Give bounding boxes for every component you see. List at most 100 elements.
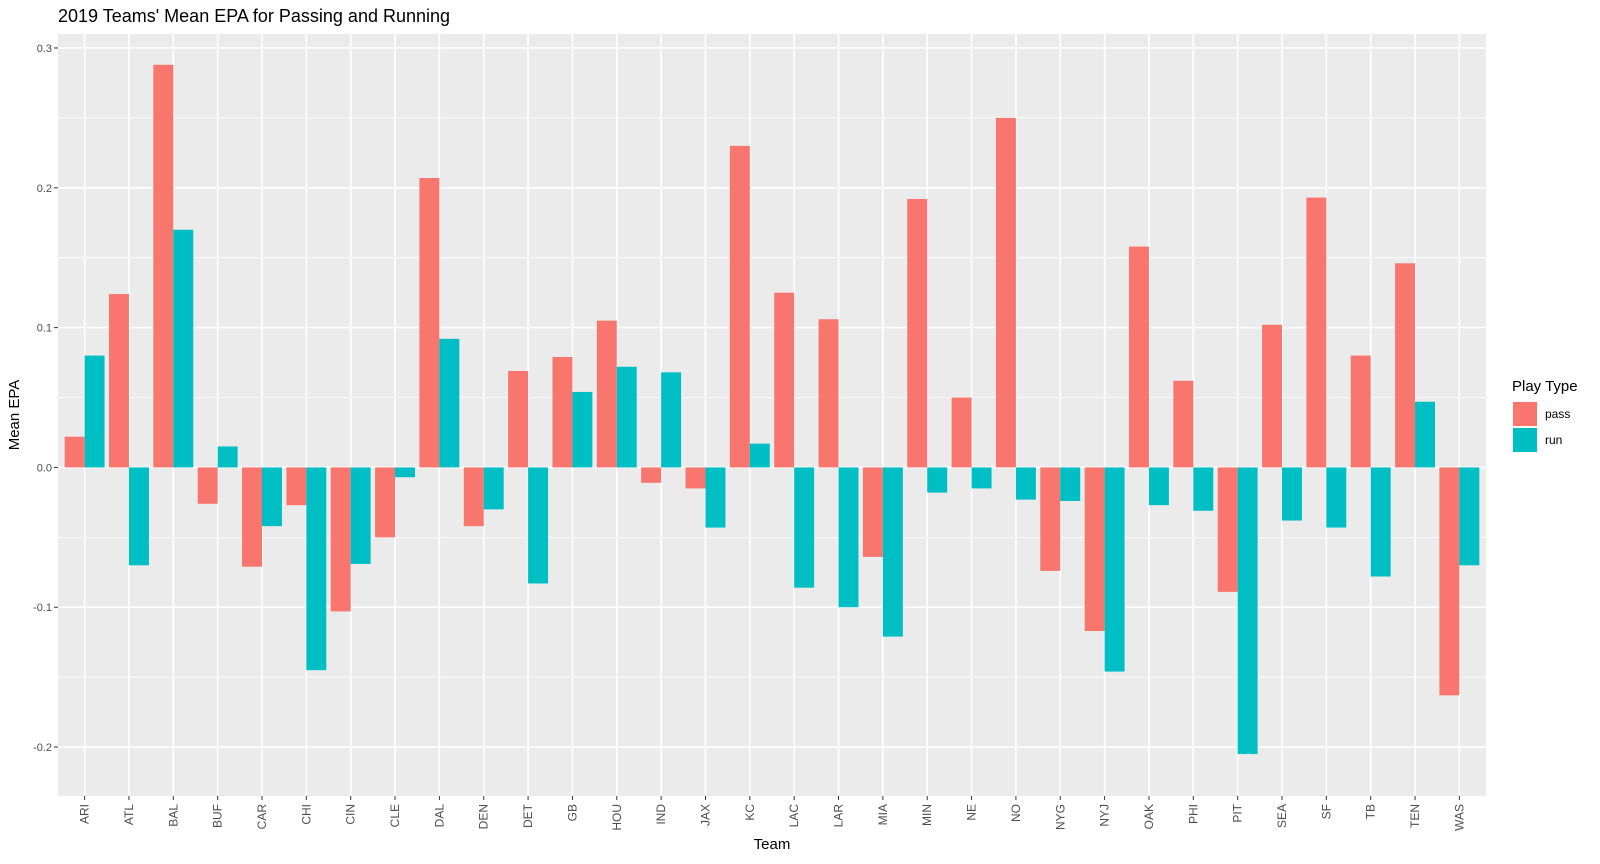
- x-tick-label: NO: [1009, 804, 1023, 822]
- x-tick-label: CLE: [388, 804, 402, 827]
- bar-run-buf: [217, 446, 238, 468]
- bar-pass-cin: [330, 467, 351, 612]
- bar-pass-jax: [685, 467, 706, 489]
- x-tick-label: LAR: [832, 804, 846, 828]
- x-tick-label: BUF: [211, 804, 225, 828]
- x-tick-label: SEA: [1275, 804, 1289, 828]
- x-tick-label: NE: [965, 804, 979, 821]
- x-tick-label: MIA: [876, 804, 890, 825]
- bar-run-was: [1459, 467, 1480, 566]
- bar-run-cle: [395, 467, 415, 478]
- bar-run-lac: [794, 467, 815, 588]
- bar-run-den: [483, 467, 504, 510]
- bar-run-dal: [439, 338, 460, 468]
- x-tick-label: NYJ: [1098, 804, 1112, 827]
- bar-pass-sea: [1262, 324, 1282, 468]
- bar-run-ind: [661, 372, 682, 468]
- bar-pass-was: [1439, 467, 1460, 696]
- bar-run-ari: [84, 355, 105, 468]
- bar-run-phi: [1193, 467, 1214, 511]
- bar-pass-atl: [109, 294, 129, 468]
- x-tick-label: CIN: [344, 804, 358, 825]
- bar-pass-no: [995, 117, 1016, 468]
- chart-title: 2019 Teams' Mean EPA for Passing and Run…: [58, 6, 450, 26]
- bar-run-atl: [128, 467, 149, 566]
- bars-group: [64, 64, 1480, 755]
- x-tick-label: TB: [1364, 804, 1378, 819]
- x-tick-label: IND: [654, 804, 668, 825]
- y-axis: -0.2 -0.1 0.0 0.1 0.2 0.3: [33, 43, 58, 754]
- bar-pass-kc: [729, 145, 750, 468]
- bar-pass-lar: [818, 319, 839, 468]
- bar-run-hou: [616, 366, 637, 468]
- x-tick-label: GB: [565, 804, 579, 821]
- bar-pass-ari: [64, 436, 85, 468]
- legend-label-run: run: [1545, 433, 1562, 447]
- bar-run-bal: [173, 229, 194, 468]
- bar-run-jax: [705, 467, 726, 528]
- bar-pass-min: [907, 198, 928, 468]
- bar-pass-car: [242, 467, 262, 567]
- x-tick-label: DAL: [432, 804, 446, 828]
- bar-run-ten: [1415, 401, 1435, 468]
- y-tick-label: 0.1: [37, 323, 52, 335]
- bar-pass-dal: [419, 178, 440, 468]
- bar-run-min: [927, 467, 948, 493]
- bar-pass-ne: [951, 397, 972, 468]
- bar-run-no: [1015, 467, 1036, 500]
- y-tick-label: 0.3: [37, 43, 52, 55]
- legend: Play Type pass run: [1512, 378, 1578, 452]
- y-axis-label: Mean EPA: [6, 380, 23, 451]
- bar-run-mia: [882, 467, 903, 637]
- x-tick-label: OAK: [1142, 804, 1156, 829]
- bar-run-oak: [1148, 467, 1169, 506]
- x-tick-label: ATL: [122, 804, 136, 825]
- y-tick-label: -0.1: [33, 602, 52, 614]
- legend-key-run: [1513, 428, 1537, 452]
- bar-run-tb: [1370, 467, 1391, 577]
- bar-pass-hou: [596, 320, 617, 468]
- x-tick-label: LAC: [787, 804, 801, 828]
- x-axis: ARI ATL BAL BUF CAR CHI CIN CLE DAL DEN DET GB HOU IN…: [78, 796, 1466, 831]
- x-tick-label: CAR: [255, 804, 269, 830]
- x-tick-label: CHI: [299, 804, 313, 825]
- x-tick-label: DEN: [477, 804, 491, 829]
- legend-label-pass: pass: [1545, 407, 1570, 421]
- bar-run-chi: [306, 467, 327, 671]
- x-tick-label: PHI: [1186, 804, 1200, 824]
- x-tick-label: DET: [521, 803, 535, 828]
- x-tick-label: SF: [1319, 804, 1333, 819]
- bar-run-sf: [1326, 467, 1347, 528]
- bar-run-det: [528, 467, 549, 584]
- bar-run-sea: [1282, 467, 1302, 521]
- y-tick-label: -0.2: [33, 742, 52, 754]
- x-tick-label: WAS: [1452, 804, 1466, 831]
- bar-pass-tb: [1350, 355, 1371, 468]
- legend-key-pass: [1513, 402, 1537, 426]
- bar-pass-nyg: [1040, 467, 1061, 571]
- y-tick-label: 0.0: [37, 462, 52, 474]
- bar-pass-buf: [197, 467, 218, 504]
- bar-pass-lac: [774, 292, 795, 468]
- x-tick-label: KC: [743, 804, 757, 821]
- bar-pass-cle: [375, 467, 396, 538]
- bar-run-gb: [572, 391, 593, 468]
- bar-pass-phi: [1173, 380, 1194, 468]
- x-tick-label: JAX: [698, 804, 712, 826]
- bar-pass-ind: [641, 467, 662, 483]
- bar-run-nyg: [1060, 467, 1081, 501]
- y-tick-label: 0.2: [37, 183, 52, 195]
- x-tick-label: TEN: [1408, 804, 1422, 828]
- x-tick-label: NYG: [1053, 804, 1067, 830]
- legend-title: Play Type: [1512, 378, 1578, 395]
- x-tick-label: BAL: [166, 804, 180, 827]
- bar-run-kc: [749, 443, 770, 468]
- bar-run-pit: [1237, 467, 1258, 755]
- bar-run-car: [262, 467, 282, 527]
- x-tick-label: PIT: [1231, 803, 1245, 822]
- bar-pass-bal: [153, 64, 174, 468]
- x-axis-label: Team: [754, 836, 791, 853]
- x-tick-label: ARI: [78, 804, 92, 824]
